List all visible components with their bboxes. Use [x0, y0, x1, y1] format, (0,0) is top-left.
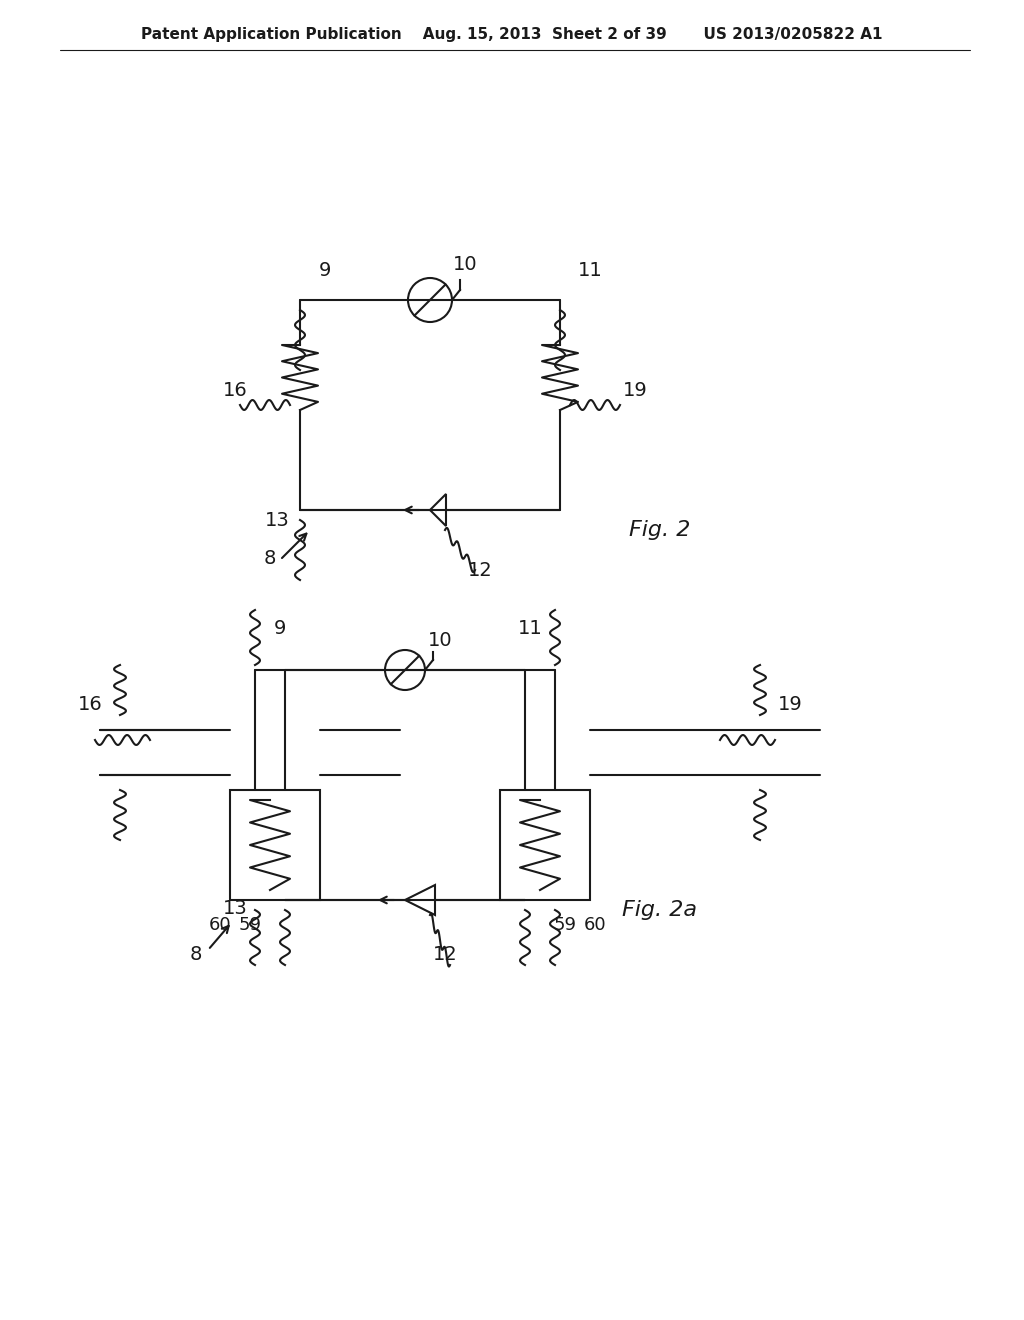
Text: 8: 8: [189, 945, 202, 964]
Text: 12: 12: [432, 945, 458, 965]
Bar: [500, 789, 590, 900]
Text: 19: 19: [623, 380, 647, 400]
Text: 16: 16: [78, 696, 102, 714]
Text: 16: 16: [222, 380, 248, 400]
Text: Fig. 2: Fig. 2: [630, 520, 690, 540]
Text: 11: 11: [517, 619, 543, 638]
Text: 59: 59: [239, 916, 261, 935]
Text: 59: 59: [554, 916, 577, 935]
Text: 13: 13: [265, 511, 290, 529]
Text: 9: 9: [273, 619, 286, 638]
Text: 10: 10: [453, 256, 477, 275]
Bar: [230, 789, 319, 900]
Text: Fig. 2a: Fig. 2a: [623, 900, 697, 920]
Text: 9: 9: [318, 260, 331, 280]
Text: Patent Application Publication    Aug. 15, 2013  Sheet 2 of 39       US 2013/020: Patent Application Publication Aug. 15, …: [141, 28, 883, 42]
Text: 13: 13: [223, 899, 248, 917]
Text: 60: 60: [209, 916, 231, 935]
Text: 8: 8: [264, 549, 276, 568]
Text: 11: 11: [578, 260, 602, 280]
Text: 12: 12: [468, 561, 493, 579]
Text: 60: 60: [584, 916, 606, 935]
Text: 10: 10: [428, 631, 453, 649]
Text: 19: 19: [777, 696, 803, 714]
